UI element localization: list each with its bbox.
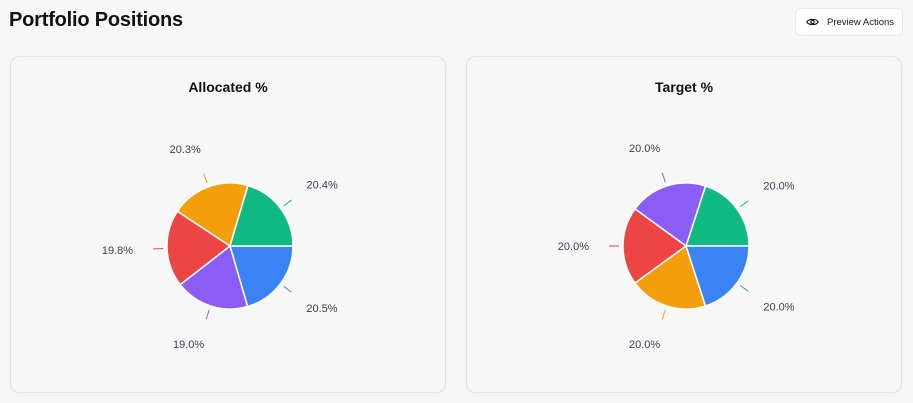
target-chart-card: Target % 20.0% 20.0% 20.0% 20.0% 20.0% <box>466 56 902 393</box>
target-slice-label-1: 20.0% <box>629 143 660 155</box>
target-slice-4[interactable] <box>684 245 750 307</box>
target-slice-label-3: 20.0% <box>629 339 660 351</box>
allocated-pie-chart: 20.5% 19.0% 19.8% 20.3% 20.4% <box>102 144 338 351</box>
allocated-slice-label-4: 20.4% <box>307 179 338 191</box>
allocated-slice-2[interactable] <box>166 210 232 286</box>
allocated-slice-label-1: 19.0% <box>173 339 204 351</box>
allocated-chart-title: Allocated % <box>188 79 268 95</box>
allocated-leader-line-4 <box>283 199 293 207</box>
preview-actions-button[interactable]: Preview Actions <box>795 8 903 36</box>
target-pie-chart: 20.0% 20.0% 20.0% 20.0% 20.0% <box>558 143 795 351</box>
allocated-chart-card: Allocated % 20.5% 19.0% 19.8% 20.3% 20.4% <box>10 56 446 393</box>
allocated-slice-label-2: 19.8% <box>102 245 133 257</box>
page-title: Portfolio Positions <box>9 9 183 31</box>
target-slice-2[interactable] <box>622 207 688 285</box>
allocated-slice-0[interactable] <box>229 245 294 308</box>
target-leader-line-4 <box>739 284 749 292</box>
target-slice-label-0: 20.0% <box>763 180 794 192</box>
allocated-slice-label-3: 20.3% <box>170 144 201 156</box>
allocated-slice-1[interactable] <box>179 244 249 310</box>
preview-actions-label: Preview Actions <box>827 16 895 28</box>
target-leader-line-0 <box>739 200 749 208</box>
allocated-leader-line-0 <box>283 285 292 293</box>
target-slice-1[interactable] <box>633 182 707 248</box>
target-slice-0[interactable] <box>684 185 750 247</box>
target-slice-3[interactable] <box>633 244 707 310</box>
allocated-slice-4[interactable] <box>228 184 294 247</box>
allocated-slice-3[interactable] <box>176 182 249 248</box>
allocated-leader-line-3 <box>203 173 208 184</box>
target-slice-label-4: 20.0% <box>763 302 794 314</box>
allocated-slice-label-0: 20.5% <box>306 303 337 315</box>
target-leader-line-3 <box>661 309 666 320</box>
target-chart-title: Target % <box>654 79 714 95</box>
target-leader-line-1 <box>661 172 666 183</box>
eye-icon <box>806 17 819 27</box>
allocated-leader-line-1 <box>205 309 210 320</box>
target-slice-label-2: 20.0% <box>558 241 589 253</box>
